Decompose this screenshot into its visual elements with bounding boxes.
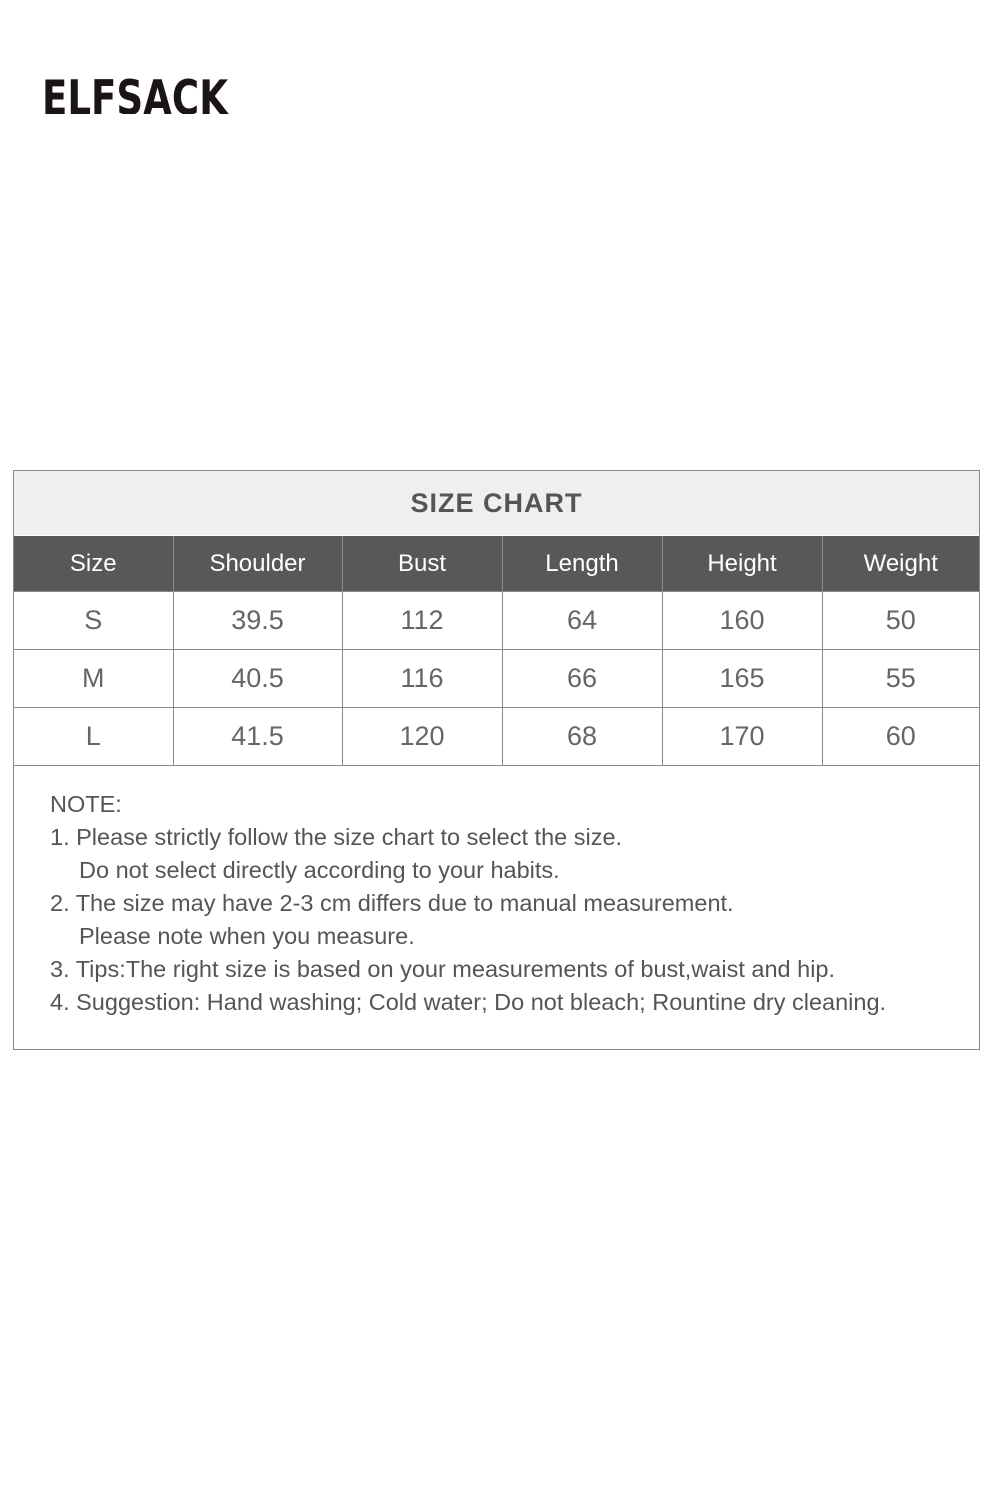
- note-line: 3. Tips:The right size is based on your …: [50, 956, 836, 982]
- cell: 120: [341, 707, 502, 765]
- notes-section: NOTE: 1. Please strictly follow the size…: [14, 765, 979, 1049]
- cell: 55: [821, 649, 979, 708]
- cell: 39.5: [172, 591, 342, 650]
- note-line: 4. Suggestion: Hand washing; Cold water;…: [50, 989, 887, 1015]
- table-row: S 39.5 112 64 160 50: [14, 591, 979, 650]
- header-height: Height: [661, 536, 822, 592]
- cell: M: [14, 649, 173, 708]
- header-length: Length: [501, 536, 662, 592]
- table-row: L 41.5 120 68 170 60: [14, 707, 979, 765]
- cell: 60: [821, 707, 979, 765]
- cell: 50: [821, 591, 979, 650]
- cell: 41.5: [172, 707, 342, 765]
- table-row: M 40.5 116 66 165 55: [14, 649, 979, 708]
- note-line: Do not select directly according to your…: [79, 857, 560, 883]
- size-table: Size Shoulder Bust Length Height Weight …: [14, 536, 979, 765]
- header-size: Size: [14, 536, 173, 592]
- size-chart: SIZE CHART Size Shoulder Bust Length Hei…: [13, 470, 980, 1050]
- cell: 64: [501, 591, 662, 650]
- cell: 66: [501, 649, 662, 708]
- elfsack-logo-icon: ELFSACK: [42, 70, 230, 127]
- cell: 165: [661, 649, 822, 708]
- header-weight: Weight: [821, 536, 979, 592]
- brand-logo: ELFSACK: [40, 42, 235, 127]
- notes-heading: NOTE:: [50, 791, 122, 817]
- size-chart-title: SIZE CHART: [14, 471, 979, 536]
- cell: 116: [341, 649, 502, 708]
- cell: S: [14, 591, 173, 650]
- header-bust: Bust: [341, 536, 502, 592]
- cell: 112: [341, 591, 502, 650]
- note-line: 2. The size may have 2-3 cm differs due …: [50, 890, 734, 916]
- header-shoulder: Shoulder: [172, 536, 342, 592]
- table-header-row: Size Shoulder Bust Length Height Weight: [14, 536, 979, 592]
- svg-text:ELFSACK: ELFSACK: [42, 70, 230, 114]
- cell: 68: [501, 707, 662, 765]
- cell: 160: [661, 591, 822, 650]
- cell: L: [14, 707, 173, 765]
- cell: 40.5: [172, 649, 342, 708]
- note-line: 1. Please strictly follow the size chart…: [50, 824, 623, 850]
- note-line: Please note when you measure.: [79, 923, 415, 949]
- cell: 170: [661, 707, 822, 765]
